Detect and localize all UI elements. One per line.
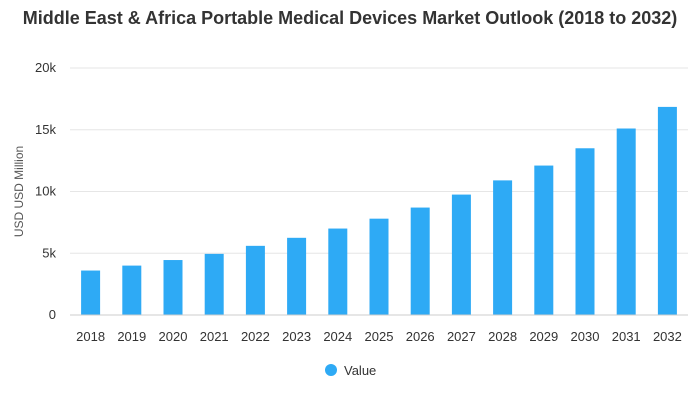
- x-tick-label: 2032: [653, 329, 682, 344]
- bar-2019[interactable]: [122, 265, 142, 315]
- bar-2021[interactable]: [204, 253, 224, 315]
- x-tick-label: 2027: [447, 329, 476, 344]
- bar-2029[interactable]: [534, 165, 554, 315]
- y-tick-label: 20k: [35, 60, 56, 75]
- x-tick-label: 2021: [200, 329, 229, 344]
- x-tick-label: 2024: [323, 329, 352, 344]
- bar-series-value: [81, 106, 677, 316]
- bar-2020[interactable]: [163, 260, 183, 315]
- chart-title: Middle East & Africa Portable Medical De…: [22, 8, 678, 28]
- bar-2018[interactable]: [81, 270, 101, 315]
- x-tick-label: 2018: [76, 329, 105, 344]
- bar-2026[interactable]: [410, 207, 430, 315]
- x-tick-label: 2031: [612, 329, 641, 344]
- y-tick-label: 10k: [35, 184, 56, 199]
- bar-2028[interactable]: [493, 180, 513, 315]
- legend: Value: [325, 363, 376, 378]
- x-tick-label: 2030: [571, 329, 600, 344]
- x-tick-label: 2025: [365, 329, 394, 344]
- bar-2024[interactable]: [328, 228, 348, 315]
- y-tick-label: 5k: [42, 245, 56, 260]
- bar-2030[interactable]: [575, 148, 595, 315]
- bar-2023[interactable]: [287, 237, 307, 315]
- x-tick-label: 2029: [529, 329, 558, 344]
- y-axis-title: USD USD Million: [12, 146, 26, 237]
- bar-2031[interactable]: [616, 128, 636, 315]
- x-tick-label: 2020: [159, 329, 188, 344]
- legend-label-value[interactable]: Value: [344, 363, 376, 378]
- bar-2025[interactable]: [369, 218, 389, 315]
- x-tick-label: 2028: [488, 329, 517, 344]
- bar-2022[interactable]: [245, 245, 265, 315]
- y-tick-label: 15k: [35, 122, 56, 137]
- x-tick-label: 2023: [282, 329, 311, 344]
- bar-2027[interactable]: [451, 194, 471, 315]
- bar-2032[interactable]: [657, 106, 677, 316]
- x-tick-label: 2022: [241, 329, 270, 344]
- x-tick-label: 2026: [406, 329, 435, 344]
- y-tick-label: 0: [49, 307, 56, 322]
- legend-marker-value[interactable]: [325, 364, 337, 376]
- x-tick-label: 2019: [117, 329, 146, 344]
- axes: 0 5k 10k 15k 20k 2018 2019 2020 2021 2022 2023 2024…: [12, 60, 688, 344]
